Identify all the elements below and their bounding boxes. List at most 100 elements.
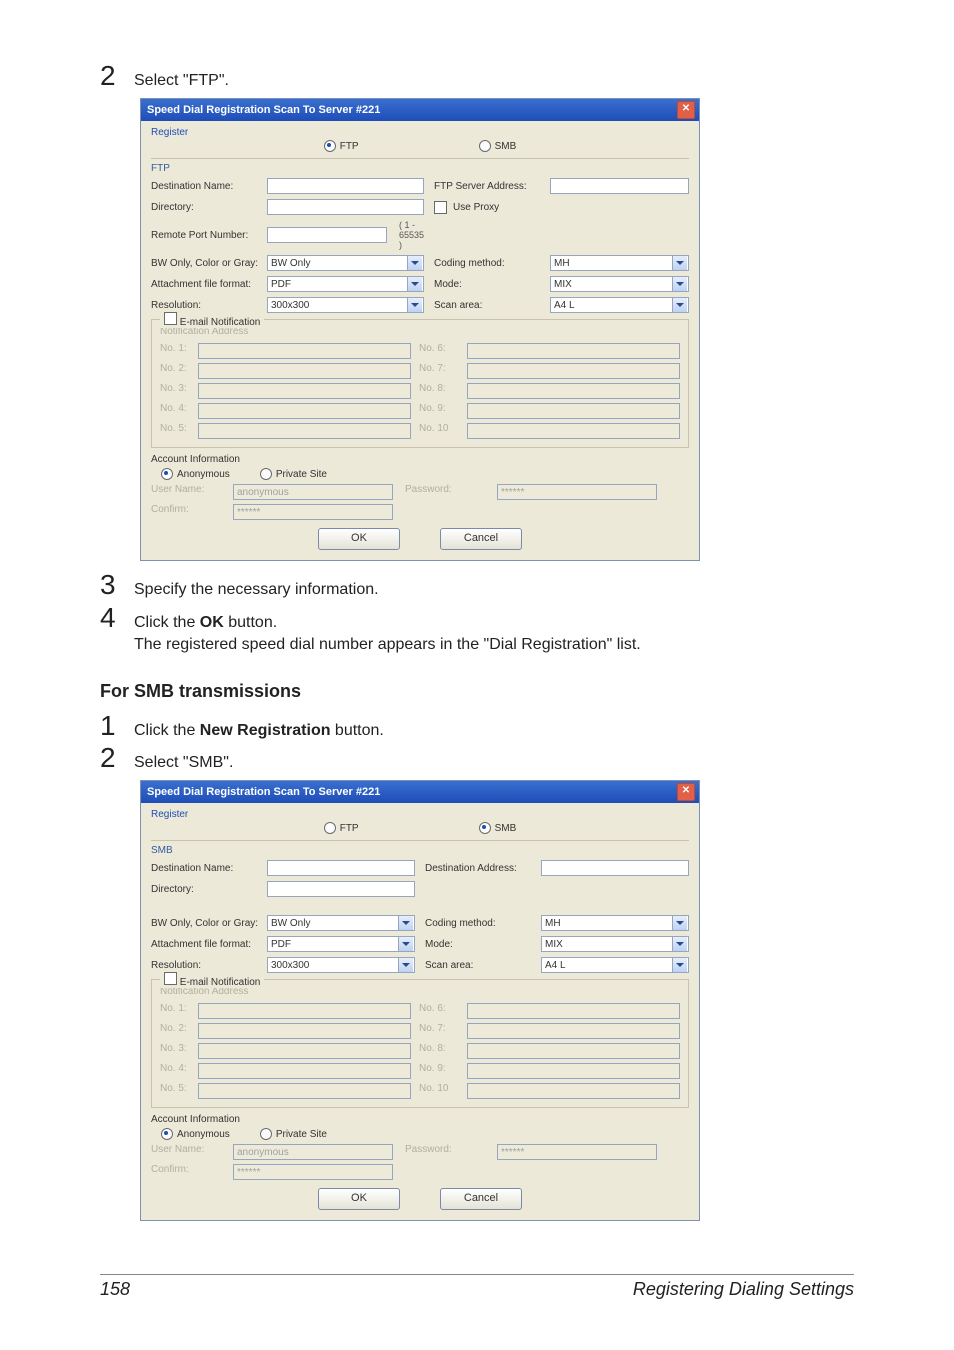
n6-input [467,343,680,359]
radio-smb[interactable]: SMB [479,140,517,152]
n4-input [198,403,411,419]
step-4-num: 4 [100,604,124,632]
radio-dot-icon [161,1128,173,1140]
email-notify-checkbox[interactable] [164,972,177,985]
use-proxy-label: Use Proxy [453,202,499,213]
attach-fmt-value: PDF [271,939,396,950]
user-name-input: anonymous [233,1144,393,1160]
dest-name-input[interactable] [267,860,415,876]
n4-label: No. 4: [160,403,190,419]
dialog-smb: Speed Dial Registration Scan To Server #… [140,780,700,1221]
ok-button[interactable]: OK [318,1188,400,1210]
step-b1-text-a: Click the [134,722,200,739]
n1-label: No. 1: [160,343,190,359]
radio-dot-icon [324,140,336,152]
bw-gray-select[interactable]: BW Only [267,915,415,931]
footer-title: Registering Dialing Settings [633,1279,854,1300]
dialog-smb-content: Register FTP SMB SMB Destination Name: D… [141,803,699,1220]
mode-select[interactable]: MIX [541,936,689,952]
bw-gray-select[interactable]: BW Only [267,255,424,271]
password-input: ****** [497,1144,657,1160]
step-b1-text-b: button. [330,722,383,739]
resolution-select[interactable]: 300x300 [267,297,424,313]
mode-value: MIX [554,279,670,290]
chevron-down-icon [672,958,687,972]
private-site-label: Private Site [276,1129,327,1140]
acct-radio-row: Anonymous Private Site [161,468,689,480]
dialog-ftp: Speed Dial Registration Scan To Server #… [140,98,700,561]
anonymous-label: Anonymous [177,1129,230,1140]
remote-port-label: Remote Port Number: [151,230,261,241]
close-icon[interactable]: ✕ [677,783,695,801]
attach-fmt-label: Attachment file format: [151,939,261,950]
radio-private-site[interactable]: Private Site [260,468,327,480]
section-heading: For SMB transmissions [100,681,854,702]
n1-input [198,343,411,359]
close-icon[interactable]: ✕ [677,101,695,119]
chevron-down-icon [672,298,687,312]
user-name-label: User Name: [151,484,221,500]
n3-input [198,1043,411,1059]
n10-input [467,1083,680,1099]
n5-input [198,1083,411,1099]
remote-port-input[interactable] [267,227,387,243]
smb-fields-grid: Destination Name: Destination Address: D… [151,860,689,973]
resolution-select[interactable]: 300x300 [267,957,415,973]
step-4-sub: The registered speed dial number appears… [134,636,641,653]
radio-ftp[interactable]: FTP [324,822,359,834]
cancel-button[interactable]: Cancel [440,528,522,550]
step-b2-num: 2 [100,744,124,772]
step-4-text-b: button. [224,614,277,631]
n6-input [467,1003,680,1019]
user-name-input: anonymous [233,484,393,500]
attach-fmt-select[interactable]: PDF [267,936,415,952]
confirm-input: ****** [233,504,393,520]
dialog-smb-titlebar: Speed Dial Registration Scan To Server #… [141,781,699,803]
dest-name-input[interactable] [267,178,424,194]
notify-grid: No. 1: No. 6: No. 2: No. 7: No. 3: No. 8… [160,1003,680,1099]
acct-fields: User Name:anonymous Password:****** Conf… [151,1144,689,1180]
directory-input[interactable] [267,881,415,897]
scan-area-select[interactable]: A4 L [541,957,689,973]
step-b1-row: 1 Click the New Registration button. [100,712,854,742]
use-proxy-checkbox[interactable] [434,201,447,214]
coding-select[interactable]: MH [550,255,689,271]
email-notify-checkbox[interactable] [164,312,177,325]
radio-anonymous[interactable]: Anonymous [161,1128,230,1140]
confirm-input: ****** [233,1164,393,1180]
dialog-ftp-titlebar: Speed Dial Registration Scan To Server #… [141,99,699,121]
scan-area-select[interactable]: A4 L [550,297,689,313]
acct-radio-row: Anonymous Private Site [161,1128,689,1140]
mode-label: Mode: [425,939,535,950]
chevron-down-icon [407,298,422,312]
notify-grid: No. 1: No. 6: No. 2: No. 7: No. 3: No. 8… [160,343,680,439]
mode-select[interactable]: MIX [550,276,689,292]
dialog-ftp-buttons: OK Cancel [151,528,689,550]
n5-label: No. 5: [160,423,190,439]
attach-fmt-select[interactable]: PDF [267,276,424,292]
ftp-fields-grid: Destination Name: FTP Server Address: Di… [151,178,689,313]
n8-input [467,1043,680,1059]
radio-smb[interactable]: SMB [479,822,517,834]
step-b1-text-bold: New Registration [200,722,331,739]
n3-label: No. 3: [160,1043,190,1059]
directory-input[interactable] [267,199,424,215]
resolution-value: 300x300 [271,300,405,311]
password-label: Password: [405,484,485,500]
coding-select[interactable]: MH [541,915,689,931]
ftp-addr-input[interactable] [550,178,689,194]
dialog-ftp-content: Register FTP SMB FTP Destination Name: F… [141,121,699,560]
dest-addr-input[interactable] [541,860,689,876]
n6-label: No. 6: [419,1003,459,1019]
n4-label: No. 4: [160,1063,190,1079]
step-b2-row: 2 Select "SMB". [100,744,854,774]
radio-private-site[interactable]: Private Site [260,1128,327,1140]
radio-ftp[interactable]: FTP [324,140,359,152]
cancel-button[interactable]: Cancel [440,1188,522,1210]
radio-anonymous[interactable]: Anonymous [161,468,230,480]
n8-label: No. 8: [419,1043,459,1059]
ok-button[interactable]: OK [318,528,400,550]
dialog-smb-buttons: OK Cancel [151,1188,689,1210]
n3-label: No. 3: [160,383,190,399]
radio-smb-label: SMB [495,141,517,152]
